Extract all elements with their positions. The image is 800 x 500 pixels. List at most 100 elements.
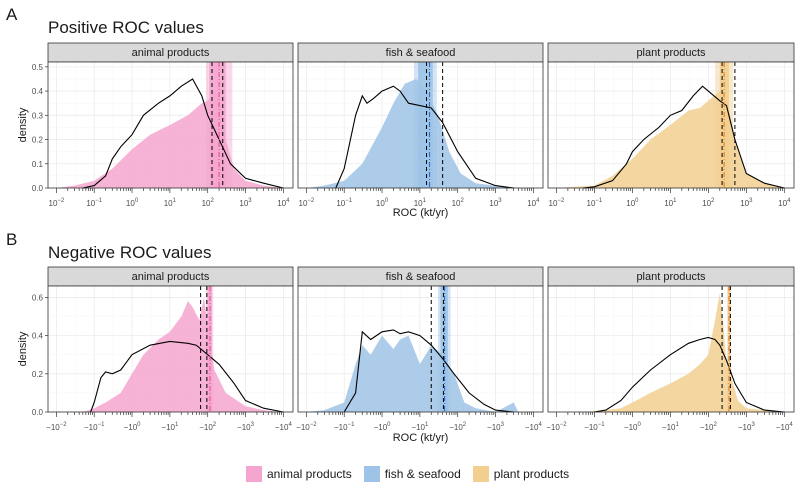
facet-strip-label: fish & seafood: [386, 47, 456, 59]
panel-border: [297, 285, 544, 413]
density-area: [82, 297, 280, 412]
y-tick-label: 0.6: [32, 293, 44, 302]
x-tick-label: −10−1: [84, 422, 105, 432]
legend-item-fish: fish & seafood: [363, 466, 461, 482]
pos-facet-1: fish & seafood 10−2 10−1 100 101 102 103 104: [297, 42, 544, 208]
x-tick-label: 100: [376, 198, 389, 208]
density-area: [556, 91, 788, 188]
x-tick-label: 103: [489, 198, 502, 208]
y-tick-label: 0.4: [32, 87, 44, 96]
x-tick-label: 100: [626, 198, 639, 208]
x-tick-label: 101: [164, 198, 177, 208]
x-tick-label: −10−2: [46, 422, 67, 432]
pos-y-axis-label: density: [17, 107, 29, 142]
facet-strip-label: animal products: [132, 271, 210, 283]
pos-facet-0: animal products 10−2 10−1 100 101 102 103 104 0.…: [32, 42, 294, 208]
panel-border: [47, 285, 294, 413]
density-line: [82, 78, 284, 189]
x-tick-label: −100: [624, 422, 642, 432]
x-tick-label: −100: [124, 422, 142, 432]
y-tick-label: 0.2: [32, 136, 44, 145]
x-tick-label: −101: [411, 422, 429, 432]
x-tick-label: 103: [239, 198, 252, 208]
x-tick-label: −10−1: [334, 422, 355, 432]
legend-swatch-animal: [246, 466, 262, 482]
x-tick-label: 10−1: [587, 198, 603, 208]
y-tick-label: 0.0: [32, 408, 44, 417]
x-tick-label: −104: [776, 422, 794, 432]
x-tick-label: 104: [778, 198, 791, 208]
panel-border: [547, 61, 795, 189]
x-tick-label: −104: [275, 422, 293, 432]
x-tick-label: −102: [199, 422, 217, 432]
x-tick-label: −103: [738, 422, 756, 432]
neg-facet-0: animal products −10−2 −10−1 −100 −101 −102 −10…: [32, 266, 294, 432]
x-tick-label: 101: [414, 198, 427, 208]
x-tick-label: 101: [664, 198, 677, 208]
y-tick-label: 0.0: [32, 184, 44, 193]
x-tick-label: 10−2: [299, 198, 315, 208]
x-tick-label: 10−2: [549, 198, 565, 208]
y-tick-label: 0.1: [32, 160, 44, 169]
legend-label-fish: fish & seafood: [384, 467, 461, 481]
legend-swatch-fish: [363, 466, 380, 482]
panel-border: [297, 61, 544, 189]
density-area: [306, 79, 522, 188]
x-tick-label: −100: [374, 422, 392, 432]
density-area: [582, 293, 785, 412]
legend-label-plant: plant products: [493, 467, 570, 481]
x-tick-label: −101: [161, 422, 179, 432]
density-line: [594, 336, 785, 413]
y-tick-label: 0.4: [32, 332, 44, 341]
x-tick-label: 10−1: [86, 198, 102, 208]
x-tick-label: −101: [662, 422, 680, 432]
section-title-positive: Positive ROC values: [48, 18, 204, 37]
section-title-negative: Negative ROC values: [48, 243, 212, 262]
x-tick-label: −10−2: [546, 422, 567, 432]
y-tick-label: 0.5: [32, 63, 44, 72]
legend-item-plant: plant products: [472, 466, 570, 482]
y-tick-label: 0.3: [32, 111, 44, 120]
density-line: [335, 85, 514, 189]
x-tick-label: 10−2: [49, 198, 65, 208]
facet-strip-label: plant products: [636, 271, 706, 283]
neg-facet-2: plant products −10−2 −10−1 −100 −101 −102 −103…: [546, 266, 795, 432]
x-tick-label: 104: [277, 198, 290, 208]
panel-border: [547, 285, 795, 413]
x-tick-label: −103: [237, 422, 255, 432]
roc-density-chart: density ROC (kt/yr) animal products 10−2 10−…: [17, 42, 795, 444]
neg-y-axis-label: density: [17, 331, 29, 366]
facet-strip-label: fish & seafood: [386, 271, 456, 283]
x-tick-label: −103: [487, 422, 505, 432]
panel-border: [47, 61, 294, 189]
pos-x-axis-label: ROC (kt/yr): [393, 207, 449, 219]
panel-letter-a: A: [6, 5, 18, 24]
facet-strip-label: animal products: [132, 47, 210, 59]
x-tick-label: −10−1: [584, 422, 605, 432]
x-tick-label: 102: [452, 198, 465, 208]
x-tick-label: 103: [740, 198, 753, 208]
density-line: [343, 329, 514, 413]
pos-facet-2: plant products 10−2 10−1 100 101 102 103 104: [547, 42, 795, 208]
legend-swatch-plant: [472, 466, 489, 482]
x-tick-label: −104: [525, 422, 543, 432]
x-tick-label: 102: [702, 198, 715, 208]
x-tick-label: −10−2: [296, 422, 317, 432]
legend-label-animal: animal products: [267, 467, 352, 481]
density-line: [582, 85, 785, 189]
facet-strip-label: plant products: [636, 47, 706, 59]
x-tick-label: 102: [202, 198, 215, 208]
x-tick-label: 104: [527, 198, 540, 208]
x-tick-label: −102: [449, 422, 467, 432]
legend-item-animal: animal products: [246, 466, 352, 482]
neg-facet-1: fish & seafood −10−2 −10−1 −100 −101 −102 −103…: [296, 266, 544, 432]
density-line: [90, 340, 284, 413]
x-tick-label: −102: [700, 422, 718, 432]
neg-x-axis-label: ROC (kt/yr): [393, 432, 449, 444]
y-tick-label: 0.2: [32, 370, 44, 379]
x-tick-label: 100: [126, 198, 139, 208]
density-area: [56, 91, 284, 188]
x-tick-label: 10−1: [336, 198, 352, 208]
panel-letter-b: B: [6, 230, 18, 249]
legend: animal products fish & seafood plant pro…: [246, 466, 581, 482]
